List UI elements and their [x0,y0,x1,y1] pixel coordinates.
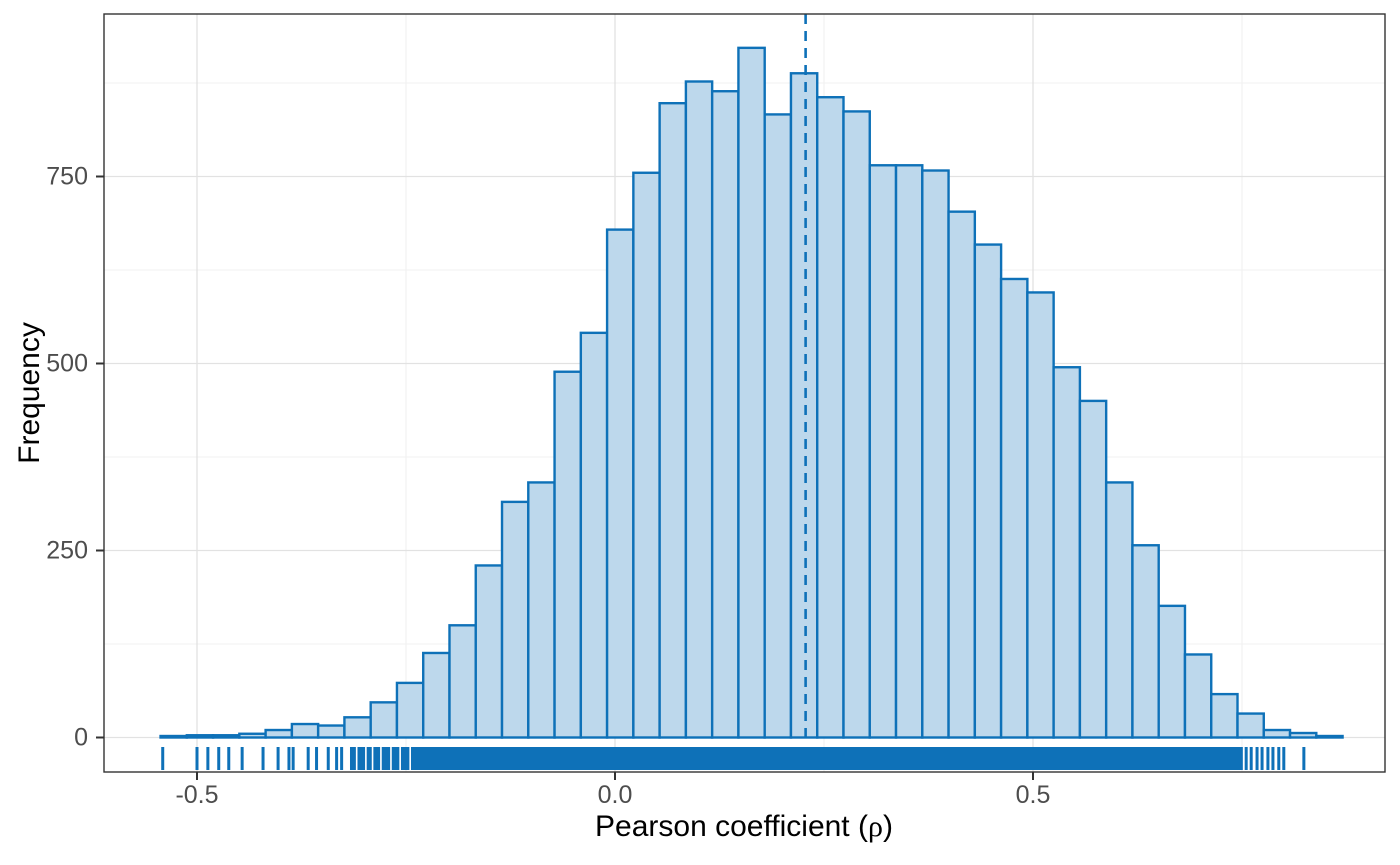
histogram-bar [1052,366,1082,739]
histogram-bar [553,370,583,739]
histogram-bar [1104,481,1134,739]
y-tick-label: 0 [74,723,88,751]
histogram-bar [527,481,556,739]
rug-tick [1282,747,1286,770]
rug-tick [315,747,319,770]
rug-band [349,747,1243,770]
histogram-bar [921,169,950,739]
rug-band-gap [371,747,374,770]
histogram-bar [632,171,661,739]
histogram-bar [658,101,688,739]
panel-border [103,13,1386,773]
histogram-bar [1078,399,1108,739]
histogram-bar [710,90,740,739]
rug-tick [1277,747,1281,770]
histogram-bar [1262,728,1292,739]
histogram-bar [1315,734,1344,739]
rug-tick [206,747,210,770]
histogram-bar [816,96,845,739]
y-tick-label: 500 [46,349,88,377]
rug-band-gap [409,747,411,770]
histogram-bar [1157,604,1187,739]
histogram-bar [789,72,819,739]
histogram-bar [737,46,766,739]
rug-tick [306,747,310,770]
y-tick-label: 250 [46,536,88,564]
rug-tick [291,747,295,770]
histogram-bar [1183,653,1213,739]
x-axis-title-text: Pearson coefficient ( [595,810,868,843]
rug-band-gap [390,747,392,770]
rug-tick [195,747,199,770]
histogram-bar [395,681,425,739]
rug-tick [1260,747,1264,770]
histogram-bar [763,113,793,739]
histogram-bar [369,701,399,739]
histogram-bar [1288,731,1318,739]
x-axis-title-close-paren: ) [882,810,893,843]
rug-tick [340,747,344,770]
rug-tick [335,747,339,770]
histogram-bar [842,110,871,739]
histogram-bar [422,651,451,739]
histogram-bar [474,564,504,739]
rug-tick [1249,747,1253,770]
histogram-bar [500,500,530,739]
rug-tick [217,747,221,770]
rug-tick [1266,747,1270,770]
histogram-bar [211,734,241,739]
histogram-bar [448,624,477,739]
histogram-bar [316,724,346,739]
histogram-bar [947,210,977,739]
x-tick-label: 0.5 [1015,781,1051,809]
rug-tick [1302,747,1306,770]
histogram-bar [868,164,898,739]
rug-tick [261,747,265,770]
histogram-bar [894,164,924,739]
histogram-bar [343,716,372,739]
rug-tick [287,747,291,770]
histogram-bar [1131,544,1160,739]
rug-band-gap [365,747,367,770]
histogram-bar [238,732,267,739]
rug-tick [326,747,330,770]
histogram-bar [973,243,1003,739]
rug-tick [227,747,231,770]
rug-band-gap [355,747,358,770]
rug-band-gap [399,747,401,770]
rug-tick [161,747,165,770]
x-axis-title: Pearson coefficient (ρ) [595,812,893,842]
rug-tick [276,747,280,770]
histogram-bar [1026,291,1055,739]
rug-tick [1255,747,1259,770]
histogram-bar [264,728,294,739]
histogram-bar [159,734,189,739]
rho-symbol: ρ [867,810,883,843]
histogram-bar [185,734,215,739]
histogram-bar [1210,692,1239,739]
histogram-bar [290,722,320,739]
histogram-bar [579,331,609,739]
rug-tick [1244,747,1248,770]
y-axis-title: Frequency [13,322,46,464]
y-tick-label: 750 [46,162,88,190]
rug-tick [1271,747,1275,770]
histogram-bar [684,80,714,739]
histogram-bar [1236,712,1265,739]
x-tick-label: 0.0 [597,781,633,809]
histogram-bar [605,228,635,739]
rug-band-gap [380,747,382,770]
x-tick-label: -0.5 [175,781,219,809]
rug-tick [240,747,244,770]
histogram-bar [999,277,1029,739]
